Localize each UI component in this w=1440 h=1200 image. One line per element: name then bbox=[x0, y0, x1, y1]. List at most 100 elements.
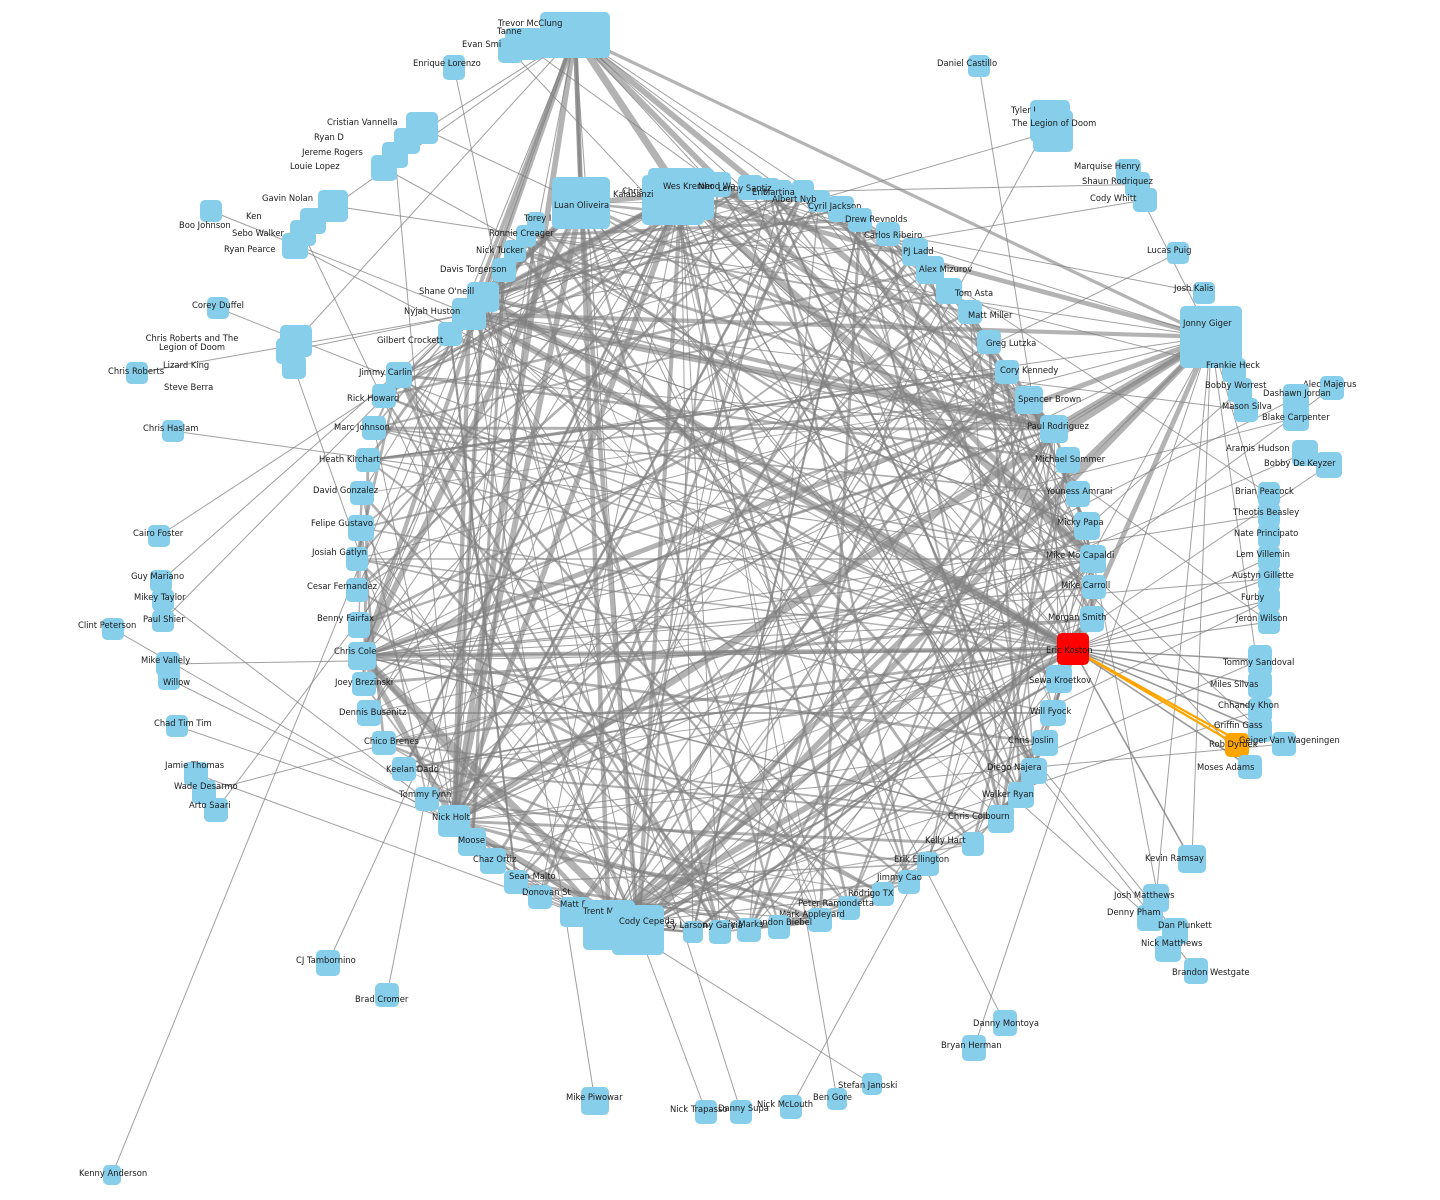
graph-node[interactable] bbox=[808, 190, 830, 212]
graph-node[interactable] bbox=[1184, 958, 1208, 984]
graph-node[interactable] bbox=[1080, 545, 1106, 573]
graph-node[interactable] bbox=[348, 612, 370, 638]
graph-node[interactable] bbox=[1021, 758, 1047, 784]
graph-node[interactable] bbox=[150, 570, 172, 592]
graph-node[interactable] bbox=[1272, 732, 1296, 756]
graph-node[interactable] bbox=[375, 983, 399, 1007]
graph-node[interactable] bbox=[207, 297, 229, 319]
graph-node[interactable] bbox=[372, 384, 396, 408]
graph-node[interactable] bbox=[346, 578, 368, 602]
graph-node[interactable] bbox=[876, 222, 900, 246]
graph-node[interactable] bbox=[1032, 730, 1058, 756]
graph-node[interactable] bbox=[415, 787, 439, 811]
graph-node[interactable] bbox=[356, 448, 380, 472]
graph-node[interactable] bbox=[962, 832, 984, 856]
graph-node[interactable] bbox=[1015, 386, 1043, 414]
graph-node[interactable] bbox=[968, 55, 990, 77]
graph-node[interactable] bbox=[480, 848, 506, 874]
graph-node[interactable] bbox=[936, 278, 962, 304]
graph-node[interactable] bbox=[504, 870, 528, 894]
graph-node[interactable] bbox=[498, 38, 523, 63]
graph-node[interactable] bbox=[1258, 503, 1280, 527]
graph-node[interactable] bbox=[1080, 606, 1104, 632]
graph-node[interactable] bbox=[528, 885, 552, 909]
graph-node[interactable] bbox=[581, 1087, 609, 1115]
graph-node[interactable] bbox=[612, 905, 664, 955]
graph-node[interactable] bbox=[1248, 672, 1272, 698]
graph-node[interactable] bbox=[709, 920, 731, 944]
graph-node[interactable] bbox=[1316, 452, 1342, 478]
graph-node[interactable] bbox=[1258, 567, 1280, 591]
graph-node[interactable] bbox=[1008, 782, 1034, 808]
graph-node[interactable] bbox=[1155, 936, 1181, 962]
graph-node[interactable] bbox=[103, 1165, 121, 1185]
graph-node[interactable] bbox=[730, 1100, 752, 1124]
graph-node[interactable] bbox=[1258, 524, 1280, 548]
graph-node[interactable] bbox=[386, 362, 412, 388]
graph-node[interactable] bbox=[1180, 306, 1242, 368]
graph-node[interactable] bbox=[1167, 242, 1189, 264]
graph-node[interactable] bbox=[862, 1073, 882, 1095]
graph-node[interactable] bbox=[1258, 546, 1280, 570]
graph-node[interactable] bbox=[350, 481, 374, 505]
graph-node[interactable] bbox=[540, 12, 610, 58]
graph-node[interactable] bbox=[977, 330, 1001, 354]
graph-node[interactable] bbox=[848, 208, 872, 232]
graph-node[interactable] bbox=[706, 172, 731, 197]
graph-node[interactable] bbox=[166, 715, 188, 737]
graph-node[interactable] bbox=[1082, 575, 1106, 599]
graph-node[interactable] bbox=[780, 1095, 802, 1119]
graph-node[interactable] bbox=[872, 882, 894, 906]
graph-node[interactable] bbox=[204, 798, 228, 822]
graph-node[interactable] bbox=[1258, 482, 1280, 506]
graph-node[interactable] bbox=[898, 870, 920, 894]
graph-node[interactable] bbox=[552, 177, 610, 229]
graph-node[interactable] bbox=[1133, 188, 1157, 212]
graph-node[interactable] bbox=[1040, 415, 1068, 443]
graph-node[interactable] bbox=[152, 610, 174, 632]
graph-node[interactable] bbox=[1056, 447, 1080, 473]
graph-node[interactable] bbox=[827, 1088, 847, 1110]
graph-node[interactable] bbox=[371, 155, 397, 181]
graph-node[interactable] bbox=[443, 55, 465, 80]
graph-node[interactable] bbox=[346, 547, 368, 571]
graph-node[interactable] bbox=[148, 525, 170, 547]
graph-node[interactable] bbox=[282, 233, 308, 259]
graph-node[interactable] bbox=[352, 672, 376, 696]
graph-node[interactable] bbox=[348, 642, 376, 670]
graph-node[interactable] bbox=[1292, 440, 1318, 466]
graph-node[interactable] bbox=[158, 668, 180, 690]
graph-node[interactable] bbox=[362, 416, 386, 440]
graph-node[interactable] bbox=[1178, 845, 1206, 873]
graph-node[interactable] bbox=[1074, 512, 1100, 540]
graph-node[interactable] bbox=[1238, 755, 1262, 779]
graph-node[interactable] bbox=[695, 1100, 717, 1124]
graph-node[interactable] bbox=[838, 896, 860, 920]
graph-node[interactable] bbox=[1258, 610, 1280, 634]
graph-node[interactable] bbox=[737, 918, 761, 942]
graph-node[interactable] bbox=[1258, 588, 1280, 612]
graph-node[interactable] bbox=[962, 1035, 986, 1061]
graph-node[interactable] bbox=[1066, 481, 1090, 507]
graph-node[interactable] bbox=[102, 618, 124, 640]
graph-node[interactable] bbox=[1057, 633, 1089, 665]
graph-node[interactable] bbox=[1248, 645, 1272, 675]
graph-node[interactable] bbox=[152, 589, 174, 611]
graph-node[interactable] bbox=[1040, 700, 1066, 726]
graph-node[interactable] bbox=[993, 1010, 1017, 1036]
graph-node[interactable] bbox=[1234, 398, 1258, 422]
graph-node[interactable] bbox=[958, 300, 982, 324]
graph-node[interactable] bbox=[988, 805, 1014, 833]
graph-node[interactable] bbox=[1320, 376, 1344, 400]
graph-node[interactable] bbox=[492, 258, 516, 282]
graph-node[interactable] bbox=[126, 362, 148, 384]
graph-node[interactable] bbox=[438, 322, 462, 346]
graph-node[interactable] bbox=[808, 908, 832, 932]
graph-node[interactable] bbox=[1046, 665, 1072, 693]
graph-node[interactable] bbox=[504, 240, 526, 262]
graph-node[interactable] bbox=[357, 700, 381, 726]
graph-node[interactable] bbox=[316, 950, 340, 976]
graph-node[interactable] bbox=[372, 731, 396, 755]
graph-node[interactable] bbox=[162, 420, 184, 442]
